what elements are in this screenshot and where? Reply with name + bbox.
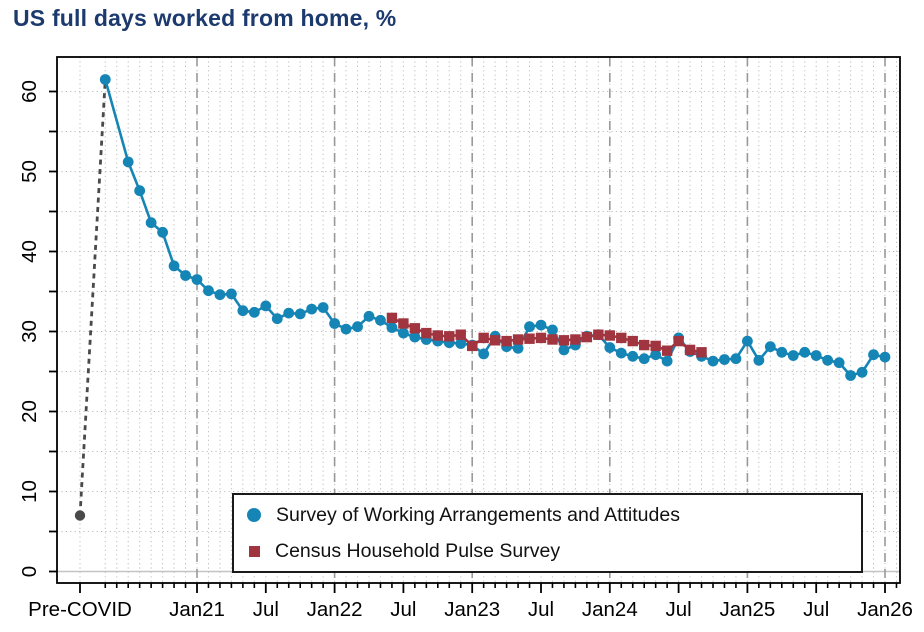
chart-title: US full days worked from home, % xyxy=(13,5,397,31)
y-tick-label: 30 xyxy=(18,320,41,343)
x-tick-label: Jan22 xyxy=(307,598,363,621)
legend-label-census: Census Household Pulse Survey xyxy=(275,539,561,562)
x-tick-label: Jan24 xyxy=(582,598,638,621)
legend-item-census: Census Household Pulse Survey xyxy=(247,535,861,567)
legend-item-swaa: Survey of Working Arrangements and Attit… xyxy=(247,499,861,531)
x-tick-label: Jul xyxy=(390,598,416,621)
census-square-icon xyxy=(249,545,260,557)
y-tick-label: 60 xyxy=(18,80,41,103)
x-tick-label: Jul xyxy=(253,598,279,621)
x-tick-label: Jan25 xyxy=(719,598,775,621)
swaa-circle-icon xyxy=(247,508,261,522)
precovid-marker xyxy=(74,79,107,521)
swaa-series xyxy=(99,74,891,381)
x-tick-label: Jan26 xyxy=(857,598,913,621)
x-tick-label: Jul xyxy=(528,598,554,621)
legend: Survey of Working Arrangements and Attit… xyxy=(232,493,863,573)
x-tick-label: Jan21 xyxy=(169,598,225,621)
y-tick-label: 50 xyxy=(18,160,41,183)
y-axis: 0 10 20 30 40 50 60 xyxy=(18,80,57,577)
y-tick-label: 20 xyxy=(18,400,41,423)
y-tick-label: 0 xyxy=(18,566,41,577)
x-tick-label: Jan23 xyxy=(444,598,500,621)
x-tick-label: Jul xyxy=(803,598,829,621)
legend-label-swaa: Survey of Working Arrangements and Attit… xyxy=(276,503,680,526)
census-series xyxy=(386,312,707,358)
x-tick-label: Jul xyxy=(665,598,691,621)
x-tick-label: Pre-COVID xyxy=(28,598,132,621)
x-axis: Pre-COVID Jan21 Jul Jan22 Jul Jan23 Jul Jan24 Ju… xyxy=(28,583,913,621)
plot-box xyxy=(56,56,901,584)
y-tick-label: 10 xyxy=(18,480,41,503)
y-tick-label: 40 xyxy=(18,240,41,263)
